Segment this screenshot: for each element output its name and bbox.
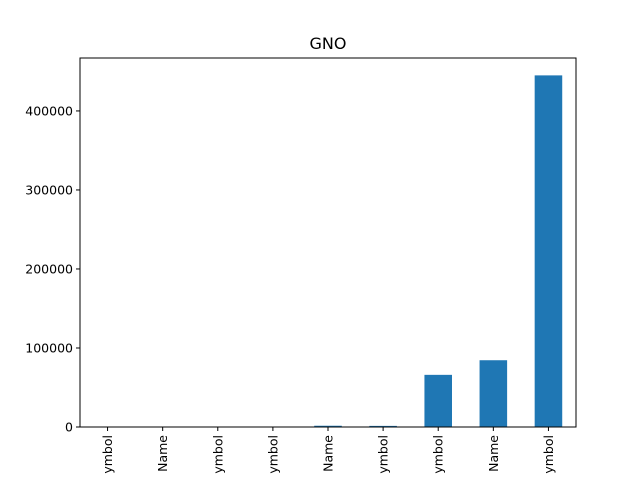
x-tick-label: Name xyxy=(486,435,501,472)
bar xyxy=(535,75,563,427)
y-tick-label: 400000 xyxy=(25,103,73,118)
x-tick-label: ymbol xyxy=(541,435,556,474)
x-tick-label: Name xyxy=(321,435,336,472)
y-tick-label: 200000 xyxy=(25,261,73,276)
x-tick-label: Name xyxy=(155,435,170,472)
chart-title: GNO xyxy=(310,34,347,53)
x-tick-label: ymbol xyxy=(100,435,115,474)
bar xyxy=(424,375,452,427)
x-tick-label: ymbol xyxy=(265,435,280,474)
y-tick-label: 100000 xyxy=(25,340,73,355)
y-tick-label: 300000 xyxy=(25,182,73,197)
x-tick-label: ymbol xyxy=(210,435,225,474)
x-tick-label: ymbol xyxy=(376,435,391,474)
bar xyxy=(480,360,508,427)
y-tick-label: 0 xyxy=(65,420,73,435)
x-tick-label: ymbol xyxy=(431,435,446,474)
